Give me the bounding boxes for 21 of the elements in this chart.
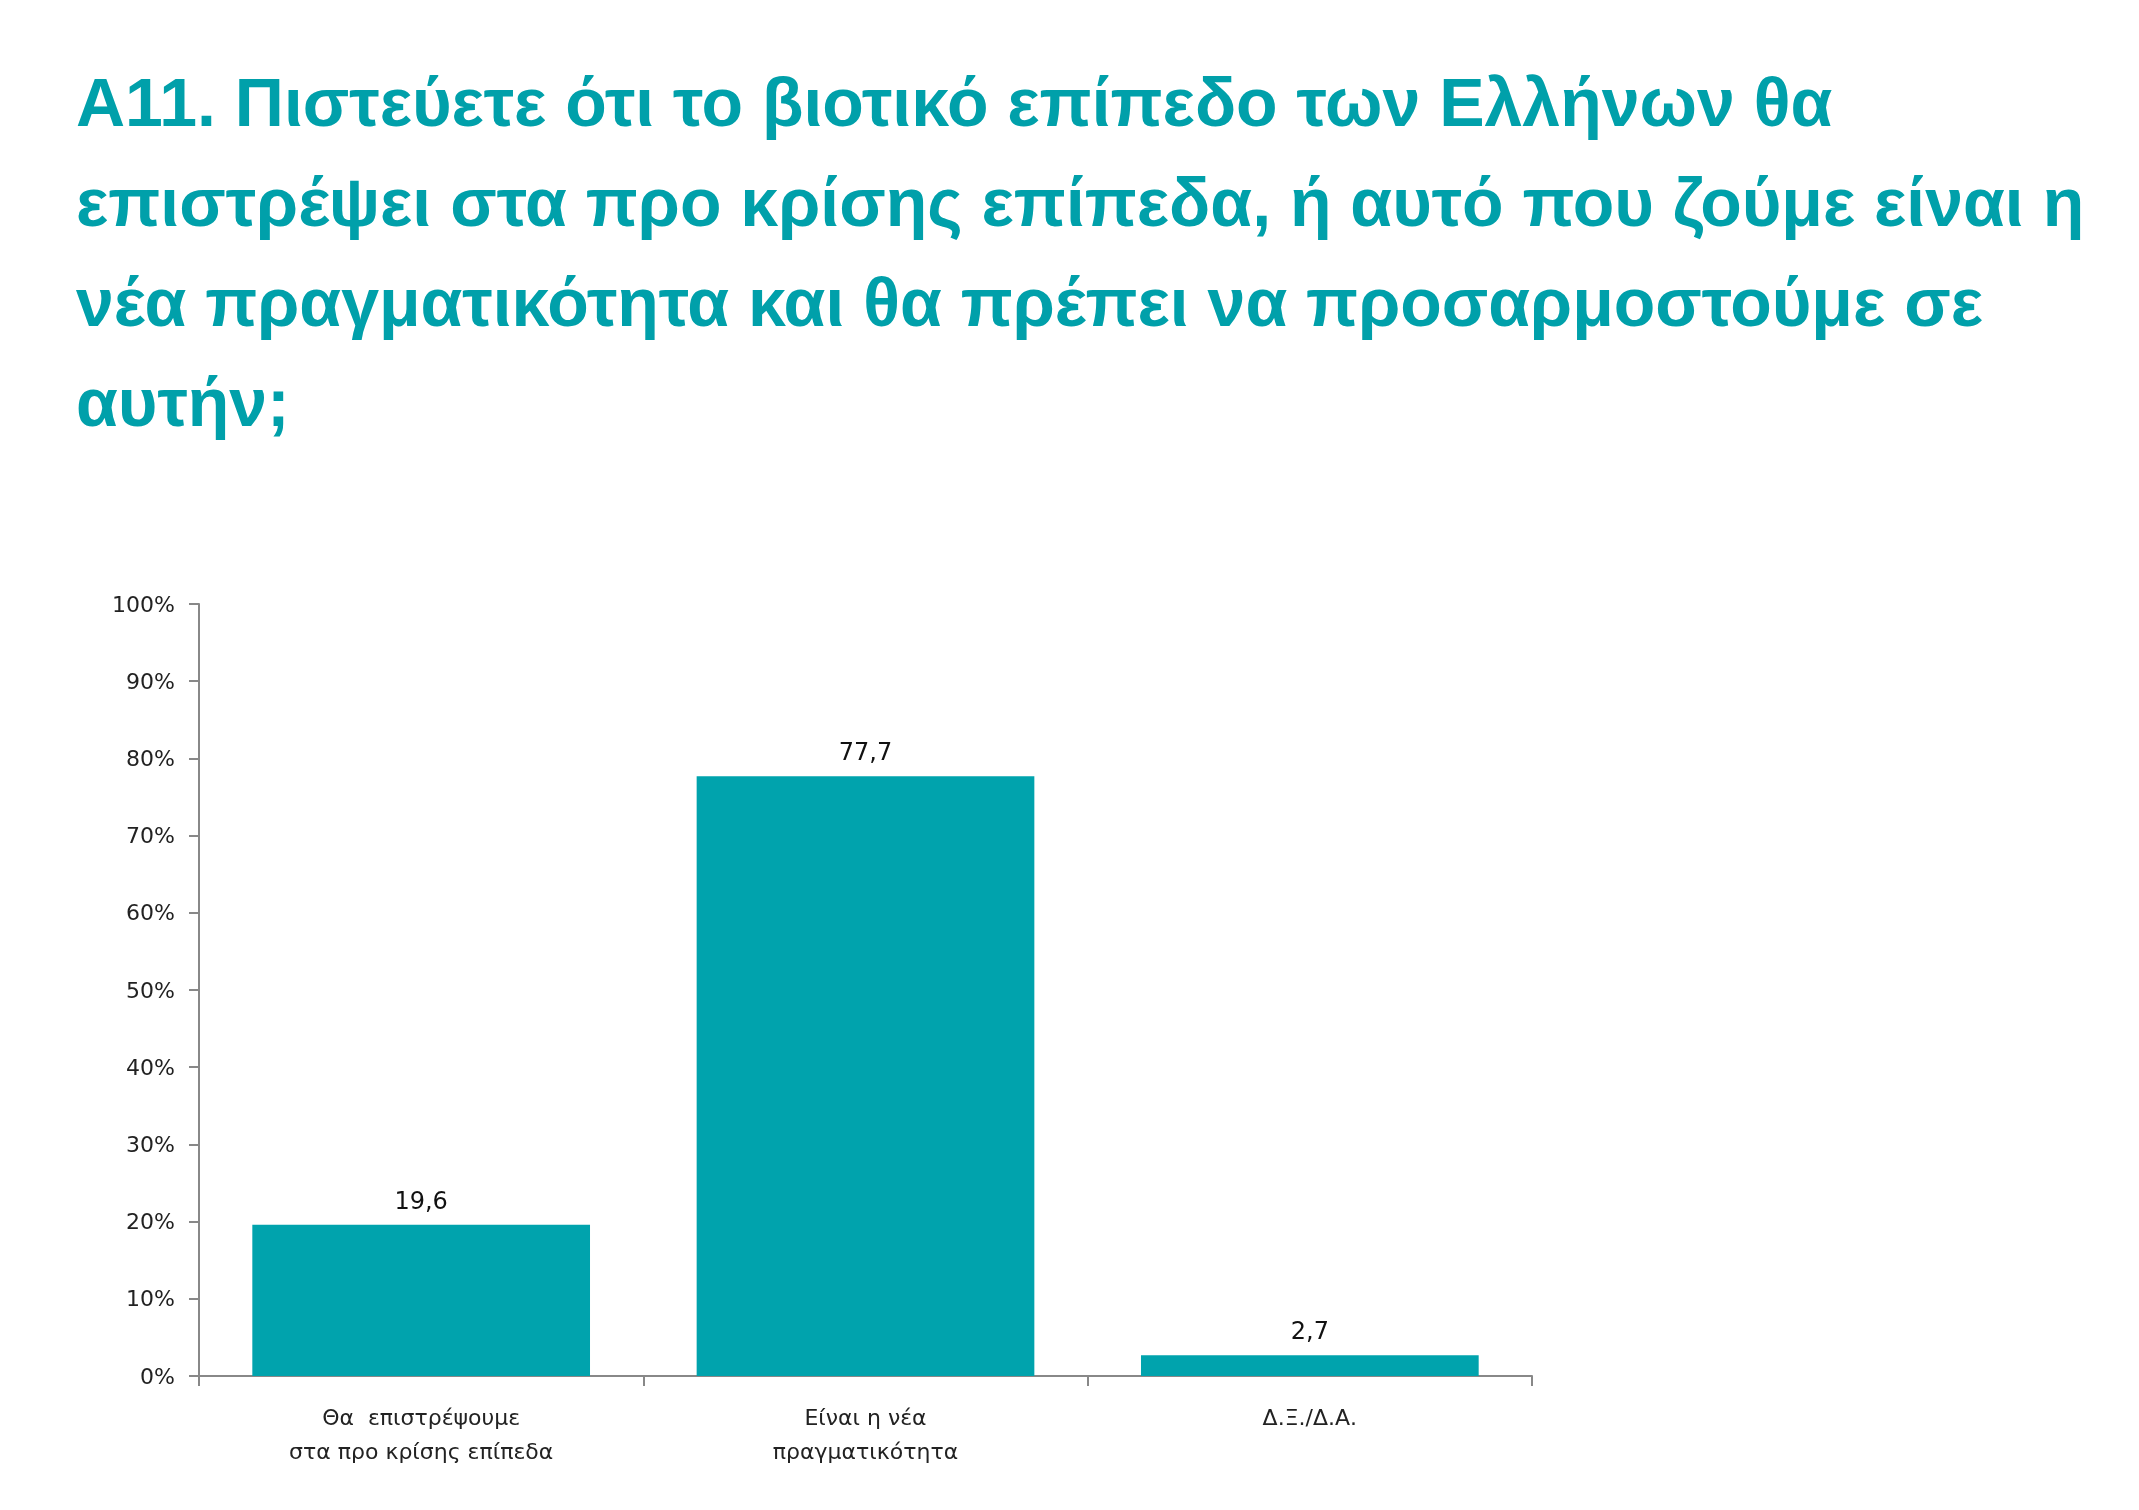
y-tick-label: 30% xyxy=(126,1131,175,1157)
bar xyxy=(252,1224,591,1376)
bar xyxy=(1140,1355,1479,1376)
y-tick-label: 80% xyxy=(126,745,175,771)
y-tick-label: 0% xyxy=(140,1363,175,1389)
y-tick-label: 50% xyxy=(126,977,175,1003)
x-tick-label: Θα επιστρέψουμε στα προ κρίσης επίπεδα xyxy=(289,1404,554,1464)
y-tick-label: 90% xyxy=(126,668,175,694)
y-tick-label: 10% xyxy=(126,1286,175,1312)
data-label: 77,7 xyxy=(838,738,893,767)
y-tick-label: 20% xyxy=(126,1209,175,1235)
x-tick-label: Δ.Ξ./Δ.Α. xyxy=(1262,1404,1358,1430)
bar xyxy=(696,776,1035,1376)
x-tick-label: Είναι η νέα πραγματικότητα xyxy=(772,1404,959,1464)
chart-title: A11. Πιστεύετε ότι το βιοτικό επίπεδο των Ελλήνων θα επιστρέψει στα προ κρίσης επίπεδα, ή αυτό που ζούμε είναι η νέα πραγματικότητα και θα πρέπει να προσαρμοστούμε σε αυτήν; xyxy=(76,63,2086,442)
y-tick-label: 60% xyxy=(126,900,175,926)
y-tick-label: 40% xyxy=(126,1054,175,1080)
y-tick-label: 70% xyxy=(126,823,175,849)
data-label: 19,6 xyxy=(394,1186,448,1215)
data-label: 2,7 xyxy=(1290,1317,1329,1346)
y-tick-label: 100% xyxy=(112,591,175,617)
